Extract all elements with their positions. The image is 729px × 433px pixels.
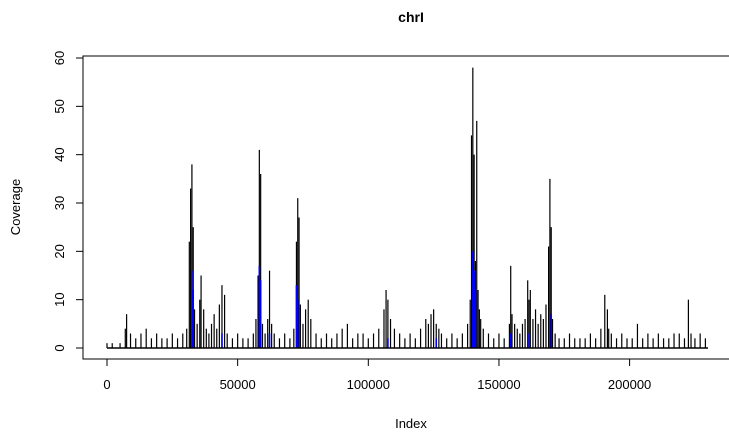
y-tick-label-3: 30 [52, 196, 67, 210]
x-tick-label-2: 100000 [347, 377, 390, 392]
y-tick-label-6: 60 [52, 51, 67, 65]
chart-title: chrI [398, 9, 424, 25]
x-tick-label-3: 150000 [477, 377, 520, 392]
series-layer [106, 67, 708, 349]
y-tick-label-0: 0 [52, 344, 67, 351]
y-axis-title: Coverage [8, 179, 23, 235]
y-tick-label-2: 20 [52, 244, 67, 258]
x-tick-label-1: 50000 [220, 377, 256, 392]
y-tick-label-1: 10 [52, 292, 67, 306]
x-axis: 0 50000 100000 150000 200000 [103, 358, 651, 392]
y-axis: 0 10 20 30 40 50 60 [52, 51, 84, 352]
x-tick-label-4: 200000 [608, 377, 651, 392]
x-axis-title: Index [395, 416, 427, 431]
x-tick-label-0: 0 [103, 377, 110, 392]
y-tick-label-5: 50 [52, 99, 67, 113]
y-tick-label-4: 40 [52, 147, 67, 161]
